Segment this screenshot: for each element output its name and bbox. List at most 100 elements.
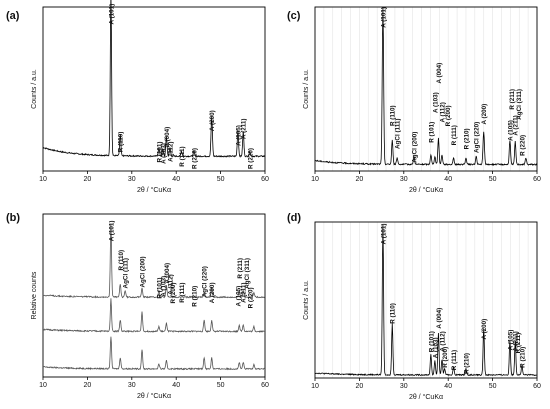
peak-label: A (112) [439,331,446,351]
peak-label: A (101) [108,4,115,25]
panel-label: (c) [287,10,301,22]
x-tick-label: 50 [489,176,497,183]
peak-label: A (112) [439,102,446,122]
peak-label: R (200) [442,347,449,368]
peak-label: R (111) [179,282,186,302]
chart-panel-4: A (101) R (110) R (101)A (103) A (004) A (11… [287,212,541,401]
x-tick-label: 60 [533,176,541,183]
peak-label: AgCl (220) [474,122,481,153]
y-axis-label: Relative counts [31,271,38,319]
x-tick-label: 40 [172,382,180,389]
peak-label: A (112) [167,274,174,294]
peak-label: R (111) [451,125,458,145]
peak-label: R (111) [179,146,186,166]
x-tick-label: 50 [217,382,225,389]
peak-label: A (200) [209,282,216,303]
peak-label: R (220) [247,148,254,169]
x-tick-label: 60 [261,382,269,389]
x-tick-label: 10 [39,176,47,183]
peak-label: R (210) [519,347,526,368]
y-axis-label: Counts / a.u. [303,280,310,320]
xrd-trace-1 [314,224,538,377]
peak-label: A (101) [380,7,387,28]
peak-label: AgCl (200) [140,256,147,287]
x-tick-label: 10 [39,382,47,389]
xrd-trace-1 [314,7,538,167]
peak-label: A (004) [436,63,443,84]
peak-label: R (200) [445,105,452,126]
y-axis-label: Counts / a.u. [303,69,310,109]
peak-label: A (105) [507,330,514,351]
peak-label: R (210) [463,128,470,149]
x-axis-label: 2θ / °CuKα [409,186,443,194]
peak-label: R (101) [156,141,163,162]
peak-label: A (112) [167,141,174,161]
x-tick-label: 20 [356,176,364,183]
x-tick-label: 30 [400,176,408,183]
peak-label: AgCl (311) [244,258,251,289]
peak-label: AgCl (311) [516,89,523,120]
peak-label: R (110) [118,132,125,153]
chart-panel-3: A (101) R (110)AgCl (111) AgCl (200) R (101… [287,6,541,194]
peak-label: R (220) [519,135,526,156]
peak-label: A (103) [160,143,167,164]
plot-frame [42,6,266,172]
peak-label: A (103) [432,337,439,358]
x-axis-label: 2θ / °CuKα [409,393,443,401]
plot-frame [314,221,538,379]
xrd-trace-3 [42,223,266,299]
peak-label: AgCl (220) [202,266,209,297]
x-tick-label: 60 [533,383,541,390]
peak-label: R (110) [390,105,397,126]
peak-label: R (220) [247,287,254,308]
xrd-trace-1 [42,336,266,371]
peak-label: R (211) [237,258,244,279]
panel-label: (a) [6,10,20,22]
x-tick-label: 20 [356,383,364,390]
x-tick-label: 40 [172,176,180,183]
x-axis-label: 2θ / °CuKα [137,392,171,400]
x-tick-label: 30 [128,176,136,183]
peak-label: R (210) [191,286,198,307]
peak-label: R (110) [390,303,397,324]
peak-label: A (103) [432,92,439,113]
plot-frame [314,6,538,172]
y-axis-label: Counts / a.u. [31,69,38,109]
peak-label: A (101) [380,224,387,245]
peak-label: A (105) [507,120,514,141]
peak-label: A (211) [241,119,248,139]
x-tick-label: 10 [311,383,319,390]
peak-label: R (111) [451,350,458,370]
peak-label: AgCl (111) [395,119,402,149]
peak-label: A (200) [209,110,216,131]
peak-label: A (004) [164,127,171,148]
peak-label: A (200) [481,319,488,340]
peak-label: A (105) [235,125,242,146]
x-tick-label: 60 [261,176,269,183]
peak-label: R (101) [428,331,435,352]
peak-label: A (103) [160,276,167,297]
peak-label: R (211) [509,89,516,110]
peak-label: A (004) [436,308,443,329]
x-axis-label: 2θ / °CuKα [137,186,171,194]
chart-panel-1: A (101) R (110) R (101)A (103)A (004)A (11… [6,0,269,194]
peak-label: A (105) [235,286,242,307]
peak-label: A (211) [513,331,520,351]
peak-label: R (101) [156,278,163,299]
panel-label: (b) [6,212,20,224]
x-tick-label: 40 [444,176,452,183]
x-tick-label: 20 [84,382,92,389]
peak-label: R (110) [118,250,125,271]
xrd-trace-2 [42,298,266,333]
xrd-trace-1 [42,0,266,158]
peak-label: A (211) [513,115,520,135]
x-tick-label: 10 [311,176,319,183]
peak-label: R (101) [428,122,435,143]
x-tick-label: 50 [217,176,225,183]
chart-panel-2: A (101) R (110)AgCl (111) AgCl (200) R (101… [6,212,269,400]
peak-label: A (200) [481,104,488,125]
peak-label: AgCl (111) [123,258,130,288]
peak-label: R (210) [463,353,470,374]
peak-label: R (211) [515,333,522,354]
